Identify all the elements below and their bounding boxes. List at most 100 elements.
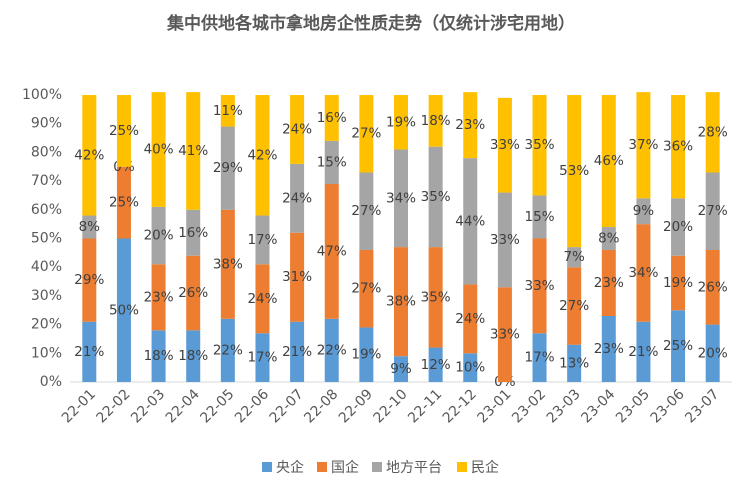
- bar-segment: [116, 166, 131, 239]
- bar-segment: [394, 95, 408, 150]
- bar-segment: [428, 146, 443, 248]
- value-label: 24%: [282, 190, 312, 206]
- bar-segment: [394, 247, 408, 357]
- bar-segment: [116, 238, 131, 382]
- bar-segment: [151, 264, 166, 331]
- y-tick-label: 20%: [31, 317, 62, 333]
- value-label: 25%: [109, 195, 139, 211]
- bar-segment: [359, 327, 374, 382]
- bar-segment: [601, 315, 616, 382]
- value-label: 47%: [317, 243, 347, 259]
- legend-label: 民企: [471, 459, 499, 476]
- x-tick-label: 23-06: [648, 386, 688, 426]
- value-label: 31%: [282, 269, 312, 285]
- value-label: 21%: [74, 344, 104, 360]
- x-tick-label: 23-02: [509, 386, 549, 426]
- y-tick-label: 40%: [31, 259, 62, 275]
- value-label: 26%: [698, 279, 728, 295]
- value-label: 17%: [525, 350, 555, 366]
- bar-segment: [567, 247, 582, 268]
- value-label: 37%: [628, 137, 658, 153]
- bar-segment: [324, 95, 339, 141]
- bar-segment: [636, 198, 651, 225]
- bar-segment: [290, 321, 305, 382]
- bar-segment: [151, 330, 166, 382]
- bar-segment: [497, 287, 512, 382]
- bar-segment: [532, 333, 547, 382]
- x-tick-label: 22-07: [267, 386, 307, 426]
- bar-segment: [532, 95, 547, 196]
- value-label: 27%: [351, 281, 381, 297]
- bar-segment: [151, 206, 166, 265]
- y-tick-label: 10%: [31, 345, 62, 361]
- bar-segment: [601, 227, 616, 250]
- value-label: 12%: [421, 357, 451, 373]
- bar-segment: [671, 95, 686, 199]
- bar-segment: [705, 249, 720, 325]
- value-label: 35%: [525, 137, 555, 153]
- bar-segment: [601, 95, 616, 228]
- bar-segment: [82, 238, 97, 322]
- value-label: 16%: [317, 110, 347, 126]
- bar-segment: [671, 198, 686, 256]
- bar-segment: [567, 95, 582, 248]
- value-label: 24%: [282, 121, 312, 137]
- value-label: 20%: [144, 228, 174, 244]
- value-label: 46%: [594, 153, 624, 169]
- bar-segment: [116, 95, 131, 167]
- value-label: 29%: [74, 272, 104, 288]
- value-label: 38%: [213, 256, 243, 272]
- bar-segment: [324, 183, 339, 319]
- bar-segment: [532, 195, 547, 239]
- bar-segment: [220, 95, 235, 127]
- bar-segment: [324, 318, 339, 382]
- value-label: 19%: [386, 114, 416, 130]
- y-tick-label: 80%: [31, 144, 62, 160]
- value-label: 15%: [525, 209, 555, 225]
- value-label: 27%: [351, 126, 381, 142]
- bar-segment: [567, 344, 582, 382]
- value-label: 41%: [178, 143, 208, 159]
- bar-segment: [671, 255, 686, 311]
- value-label: 26%: [178, 285, 208, 301]
- x-tick-label: 22-12: [440, 386, 480, 426]
- value-label: 25%: [663, 338, 693, 354]
- bar-segment: [428, 95, 443, 147]
- x-tick-label: 22-04: [163, 386, 203, 426]
- value-label: 53%: [559, 163, 589, 179]
- value-label: 11%: [213, 103, 243, 119]
- value-label: 16%: [178, 225, 208, 241]
- bar-segment: [255, 95, 270, 216]
- bar-segment: [186, 255, 201, 331]
- value-label: 42%: [74, 147, 104, 163]
- value-label: 9%: [633, 203, 655, 219]
- bar-segment: [186, 92, 201, 210]
- x-tick-label: 23-04: [578, 386, 618, 426]
- x-tick-label: 23-07: [682, 386, 722, 426]
- bar-segment: [255, 264, 270, 334]
- legend-swatch: [372, 462, 382, 472]
- bar-segment: [394, 149, 408, 248]
- x-tick-label: 22-08: [301, 386, 341, 426]
- value-label: 34%: [628, 265, 658, 281]
- bar-segment: [151, 92, 166, 207]
- value-label: 25%: [109, 123, 139, 139]
- bar-segment: [290, 232, 305, 322]
- bar-segment: [705, 324, 720, 382]
- value-label: 17%: [247, 232, 277, 248]
- bar-segment: [220, 126, 235, 210]
- bar-segment: [290, 95, 305, 164]
- value-label: 27%: [698, 203, 728, 219]
- chart-title: 集中供地各城市拿地房企性质走势（仅统计涉宅用地）: [166, 13, 575, 34]
- value-label: 50%: [109, 302, 139, 318]
- bar-segment: [186, 330, 201, 382]
- value-label: 24%: [247, 291, 277, 307]
- value-label: 9%: [390, 361, 412, 377]
- x-tick-label: 22-01: [59, 386, 99, 426]
- bar-segment: [220, 318, 235, 382]
- value-label: 35%: [421, 289, 451, 305]
- bar-segment: [359, 172, 374, 250]
- x-tick-label: 23-03: [544, 386, 584, 426]
- value-label: 20%: [663, 219, 693, 235]
